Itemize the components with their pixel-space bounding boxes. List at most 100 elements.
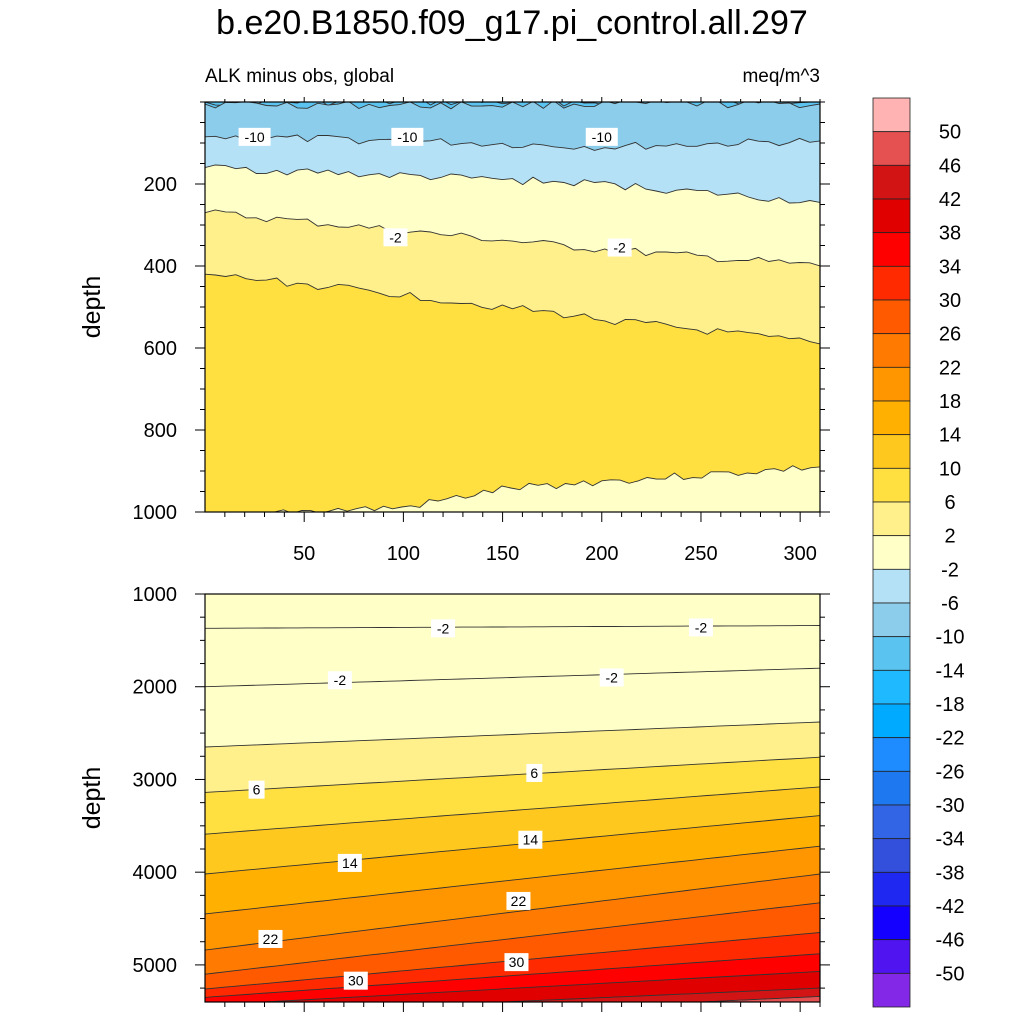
colorbar-swatch — [872, 366, 911, 402]
colorbar-swatch — [872, 97, 911, 133]
colorbar-label: 26 — [939, 324, 961, 346]
contour-line — [205, 164, 820, 204]
x-tick-label: 250 — [684, 543, 717, 565]
y-tick-label: 800 — [144, 420, 177, 442]
contour-line — [205, 209, 820, 267]
colorbar-label: -2 — [941, 559, 959, 581]
contour-label: -10 — [391, 127, 424, 146]
colorbar-label: 10 — [939, 458, 961, 480]
contour-label: -2 — [383, 228, 408, 247]
svg-text:-2: -2 — [605, 669, 618, 685]
contour-label: 6 — [526, 763, 543, 782]
colorbar-label: -38 — [936, 862, 965, 884]
colorbar-swatch — [872, 939, 911, 974]
svg-text:-2: -2 — [437, 620, 450, 636]
colorbar-label: 34 — [939, 256, 961, 278]
svg-text:6: 6 — [253, 782, 261, 798]
plot-frame — [204, 593, 821, 1003]
svg-text:22: 22 — [511, 893, 527, 909]
y-tick-label: 3000 — [133, 769, 178, 791]
contour-label: 6 — [248, 780, 265, 799]
colorbar-label: -30 — [936, 795, 965, 817]
svg-text:-10: -10 — [397, 129, 417, 145]
contour-label: -2 — [607, 238, 632, 257]
colorbar-label: -50 — [936, 963, 965, 985]
contour-line — [205, 953, 820, 998]
units-label: meq/m^3 — [742, 66, 820, 87]
contour-label: 30 — [343, 971, 368, 990]
x-tick-label: 150 — [486, 543, 519, 565]
colorbar-label: 6 — [944, 492, 955, 514]
svg-text:-2: -2 — [334, 672, 347, 688]
contour-label: 30 — [504, 953, 529, 972]
contour-line — [205, 721, 820, 748]
colorbar-label: -26 — [936, 761, 965, 783]
contour-line — [205, 902, 820, 975]
contour-label: 14 — [337, 853, 362, 872]
colorbar-label: -22 — [936, 728, 965, 750]
x-tick-label: 100 — [387, 543, 420, 565]
colorbar-swatch — [872, 232, 911, 267]
colorbar-swatch — [872, 905, 911, 941]
contour-label: -2 — [431, 619, 456, 638]
colorbar-label: 14 — [939, 425, 961, 447]
colorbar-swatch — [872, 568, 911, 604]
lower-panel: -2 -2 -2 -2 6 6 14 14 22 22 30 30 1000 2000 3000 4000 50… — [78, 584, 830, 1012]
colorbar-swatch — [872, 333, 911, 368]
contour-line — [205, 102, 820, 110]
colorbar-swatch — [872, 636, 911, 671]
contour-line — [205, 756, 820, 793]
contour-label: -10 — [585, 127, 618, 146]
x-tick-label: 50 — [293, 543, 315, 565]
svg-text:6: 6 — [530, 765, 538, 781]
y-tick-label: 5000 — [133, 955, 178, 977]
colorbar-label: -6 — [941, 593, 959, 615]
colorbar-swatch — [872, 737, 911, 772]
svg-text:30: 30 — [509, 954, 525, 970]
contour-line — [205, 786, 820, 835]
colorbar-swatch — [872, 501, 911, 537]
colorbar-label: -46 — [936, 930, 965, 952]
y-axis-label: depth — [78, 276, 106, 339]
contour-line — [205, 845, 820, 915]
colorbar-swatch — [872, 164, 911, 200]
contour-label: -10 — [238, 127, 271, 146]
upper-panel: -10 -10 -10 -2 -2 50 100 150 200 250 300 200 400 600 8… — [78, 97, 830, 565]
colorbar-swatch — [872, 198, 911, 234]
colorbar-label: -10 — [936, 627, 965, 649]
contour-label: 22 — [258, 929, 283, 948]
colorbar-label: -34 — [936, 829, 965, 851]
colorbar-swatch — [872, 467, 911, 503]
colorbar-label: 46 — [939, 155, 961, 177]
y-tick-label: 2000 — [133, 677, 178, 699]
colorbar-label: 42 — [939, 189, 961, 211]
svg-text:-2: -2 — [389, 229, 402, 245]
contour-line — [205, 815, 820, 875]
colorbar-label: -18 — [936, 694, 965, 716]
y-tick-label: 1000 — [133, 502, 178, 524]
contour-line — [205, 873, 820, 951]
colorbar-label: 2 — [944, 526, 955, 548]
colorbar-label: 38 — [939, 223, 961, 245]
colorbar-swatch — [872, 265, 911, 301]
subtitle-left: ALK minus obs, global — [205, 66, 394, 87]
colorbar-swatch — [872, 299, 911, 335]
colorbar-label: -42 — [936, 896, 965, 918]
contour-label: -2 — [688, 618, 713, 637]
colorbar-label: -14 — [936, 660, 965, 682]
contour-line — [205, 134, 820, 151]
colorbar-label: 50 — [939, 122, 961, 144]
colorbar-label: 22 — [939, 357, 961, 379]
colorbar-swatch — [872, 535, 911, 570]
svg-text:30: 30 — [348, 973, 364, 989]
contour-label: 14 — [518, 830, 543, 849]
colorbar-swatch — [872, 770, 911, 806]
svg-text:-10: -10 — [592, 129, 612, 145]
svg-text:22: 22 — [263, 931, 279, 947]
colorbar-swatch — [872, 434, 911, 469]
contour-line — [264, 970, 820, 1002]
svg-text:-2: -2 — [695, 619, 708, 635]
contour-line — [700, 995, 820, 1002]
contour-line — [502, 987, 820, 1002]
contour-line — [205, 273, 820, 345]
